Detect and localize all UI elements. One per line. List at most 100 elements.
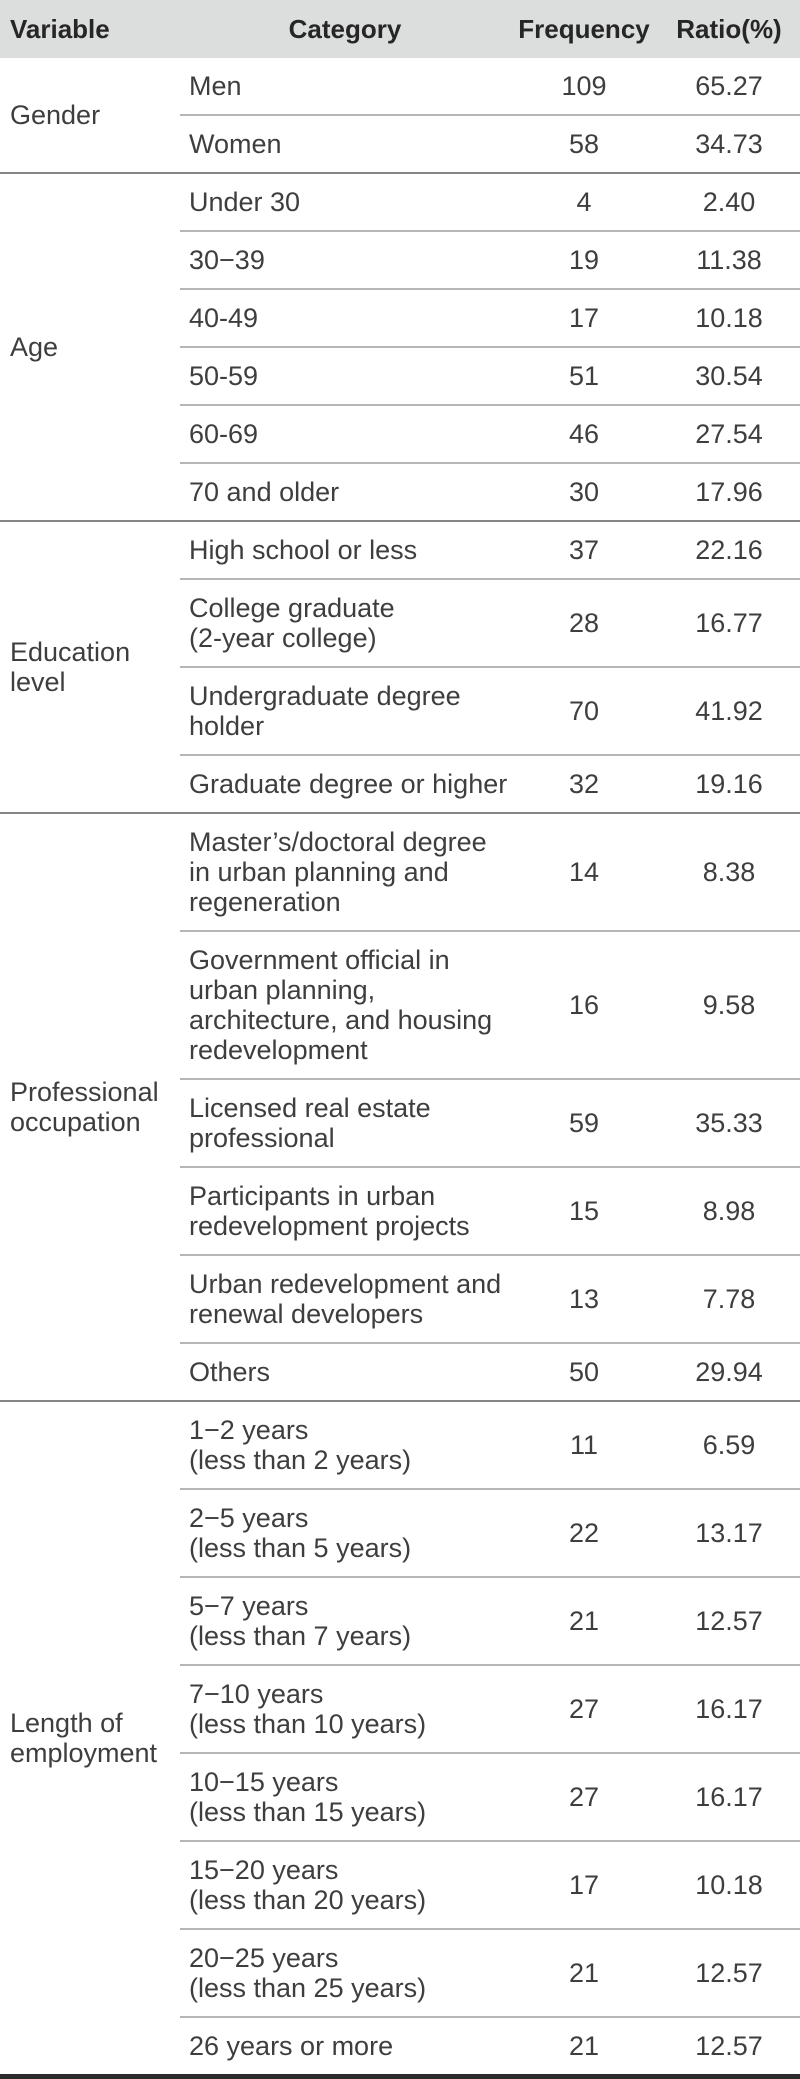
frequency-cell: 21 [510, 2017, 658, 2079]
category-cell: Women [180, 115, 510, 174]
header-category: Category [180, 0, 510, 58]
category-cell: 30−39 [180, 231, 510, 290]
table-row: 70 and older 30 17.96 [0, 463, 800, 522]
category-cell: 26 years or more [180, 2017, 510, 2079]
variable-label: Length of employment [0, 1401, 180, 2079]
table-row: Licensed real estate professional 59 35.… [0, 1079, 800, 1168]
frequency-cell: 46 [510, 405, 658, 464]
table-row: 10−15 years (less than 15 years) 27 16.1… [0, 1753, 800, 1842]
frequency-cell: 37 [510, 521, 658, 580]
table-row: Undergraduate degree holder 70 41.92 [0, 667, 800, 756]
ratio-cell: 8.98 [658, 1167, 800, 1256]
category-cell: 40-49 [180, 289, 510, 348]
ratio-cell: 7.78 [658, 1255, 800, 1344]
frequency-cell: 17 [510, 1841, 658, 1930]
ratio-cell: 11.38 [658, 231, 800, 290]
category-cell: Participants in urban redevelopment proj… [180, 1167, 510, 1256]
category-cell: 2−5 years (less than 5 years) [180, 1489, 510, 1578]
ratio-cell: 35.33 [658, 1079, 800, 1168]
table-row: Graduate degree or higher 32 19.16 [0, 755, 800, 814]
frequency-cell: 27 [510, 1753, 658, 1842]
table-row: 2−5 years (less than 5 years) 22 13.17 [0, 1489, 800, 1578]
category-cell: Licensed real estate professional [180, 1079, 510, 1168]
table-header: Variable Category Frequency Ratio(%) [0, 0, 800, 58]
ratio-cell: 12.57 [658, 1577, 800, 1666]
category-cell: Government official in urban planning, a… [180, 931, 510, 1080]
frequency-cell: 27 [510, 1665, 658, 1754]
frequency-cell: 11 [510, 1401, 658, 1490]
table-row: 30−39 19 11.38 [0, 231, 800, 290]
frequency-cell: 51 [510, 347, 658, 406]
category-cell: 1−2 years (less than 2 years) [180, 1401, 510, 1490]
ratio-cell: 30.54 [658, 347, 800, 406]
table-row: Women 58 34.73 [0, 115, 800, 174]
category-cell: 15−20 years (less than 20 years) [180, 1841, 510, 1930]
table-row: 40-49 17 10.18 [0, 289, 800, 348]
table-row: Length of employment 1−2 years (less tha… [0, 1401, 800, 2079]
table-row: 60-69 46 27.54 [0, 405, 800, 464]
section-length-of-employment: Length of employment 1−2 years (less tha… [0, 1401, 800, 2079]
frequency-cell: 17 [510, 289, 658, 348]
frequency-cell: 21 [510, 1577, 658, 1666]
ratio-cell: 2.40 [658, 173, 800, 232]
table-row: Age Under 30 4 2.40 [0, 173, 800, 522]
ratio-cell: 12.57 [658, 2017, 800, 2079]
table-row: Government official in urban planning, a… [0, 931, 800, 1080]
table-row: Others 50 29.94 [0, 1343, 800, 1402]
category-cell: Master’s/doctoral degree in urban planni… [180, 813, 510, 932]
ratio-cell: 17.96 [658, 463, 800, 522]
frequency-cell: 70 [510, 667, 658, 756]
table-row: Participants in urban redevelopment proj… [0, 1167, 800, 1256]
ratio-cell: 29.94 [658, 1343, 800, 1402]
frequency-cell: 4 [510, 173, 658, 232]
frequency-cell: 109 [510, 58, 658, 116]
header-variable: Variable [0, 0, 180, 58]
category-cell: 7−10 years (less than 10 years) [180, 1665, 510, 1754]
frequency-cell: 30 [510, 463, 658, 522]
category-cell: College graduate (2-year college) [180, 579, 510, 668]
frequency-cell: 22 [510, 1489, 658, 1578]
category-cell: High school or less [180, 521, 510, 580]
ratio-cell: 41.92 [658, 667, 800, 756]
frequency-cell: 13 [510, 1255, 658, 1344]
section-age: Age Under 30 4 2.40 30−39 19 11.38 40-49… [0, 173, 800, 522]
ratio-cell: 16.77 [658, 579, 800, 668]
frequency-cell: 59 [510, 1079, 658, 1168]
frequency-cell: 58 [510, 115, 658, 174]
category-cell: 70 and older [180, 463, 510, 522]
ratio-cell: 10.18 [658, 289, 800, 348]
ratio-cell: 8.38 [658, 813, 800, 932]
variable-label: Professional occupation [0, 813, 180, 1402]
variable-label: Age [0, 173, 180, 522]
category-cell: Graduate degree or higher [180, 755, 510, 814]
frequency-cell: 16 [510, 931, 658, 1080]
ratio-cell: 9.58 [658, 931, 800, 1080]
category-cell: Undergraduate degree holder [180, 667, 510, 756]
frequency-cell: 14 [510, 813, 658, 932]
section-gender: Gender Men 109 65.27 Women 58 34.73 [0, 58, 800, 174]
frequency-cell: 50 [510, 1343, 658, 1402]
section-professional-occupation: Professional occupation Master’s/doctora… [0, 813, 800, 1402]
ratio-cell: 6.59 [658, 1401, 800, 1490]
table-row: 50-59 51 30.54 [0, 347, 800, 406]
table-row: Urban redevelopment and renewal develope… [0, 1255, 800, 1344]
ratio-cell: 34.73 [658, 115, 800, 174]
header-frequency: Frequency [510, 0, 658, 58]
frequency-cell: 15 [510, 1167, 658, 1256]
ratio-cell: 27.54 [658, 405, 800, 464]
table-row: College graduate (2-year college) 28 16.… [0, 579, 800, 668]
ratio-cell: 22.16 [658, 521, 800, 580]
frequency-cell: 28 [510, 579, 658, 668]
category-cell: 20−25 years (less than 25 years) [180, 1929, 510, 2018]
ratio-cell: 16.17 [658, 1665, 800, 1754]
section-education-level: Education level High school or less 37 2… [0, 521, 800, 814]
frequency-cell: 32 [510, 755, 658, 814]
frequency-cell: 21 [510, 1929, 658, 2018]
ratio-cell: 16.17 [658, 1753, 800, 1842]
frequency-cell: 19 [510, 231, 658, 290]
category-cell: Others [180, 1343, 510, 1402]
table-row: 5−7 years (less than 7 years) 21 12.57 [0, 1577, 800, 1666]
category-cell: 50-59 [180, 347, 510, 406]
table-row: 20−25 years (less than 25 years) 21 12.5… [0, 1929, 800, 2018]
table-row: Education level High school or less 37 2… [0, 521, 800, 814]
